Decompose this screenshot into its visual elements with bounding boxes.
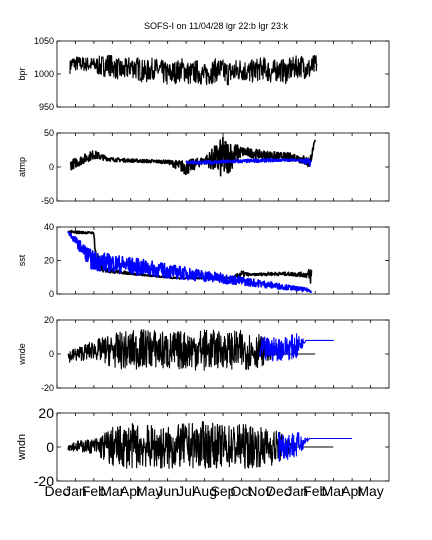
x-tick-label: May [357, 483, 383, 499]
y-tick-label-sst: 40 [44, 222, 54, 232]
y-tick-label-wndn: 0 [46, 439, 54, 455]
y-tick-label-wndn: -20 [34, 473, 54, 489]
x-tick-label: Jan [285, 483, 308, 499]
y-tick-label-wnde: -20 [41, 383, 54, 393]
x-tick-label: Mar [322, 483, 346, 499]
y-tick-label-atmp: 50 [44, 128, 54, 138]
y-tick-label-wnde: 20 [44, 315, 54, 325]
y-axis-label-sst: sst [17, 254, 27, 266]
x-tick-label: Aug [192, 483, 217, 499]
x-tick-label: Jan [64, 483, 87, 499]
series-atmp-1 [69, 136, 316, 177]
y-axis-label-bpr: bpr [17, 67, 27, 80]
x-tick-label: Apr [120, 483, 142, 499]
x-tick-label: Mar [100, 483, 124, 499]
y-axis-label-wnde: wnde [17, 343, 27, 366]
series-wndn-2 [277, 431, 353, 461]
y-tick-label-atmp: 0 [49, 162, 54, 172]
chart-title: SOFS-I on 11/04/28 lgr 22:b lgr 23:k [144, 21, 288, 31]
x-tick-label: Oct [231, 483, 253, 499]
x-tick-label: Jul [177, 483, 195, 499]
axes-frame-bpr [56, 40, 390, 108]
series-wnde-2 [259, 333, 334, 362]
series-sst-2 [67, 231, 313, 293]
y-tick-label-sst: 0 [49, 289, 54, 299]
x-tick-label: Feb [82, 483, 106, 499]
x-tick-label: May [136, 483, 162, 499]
y-tick-label-bpr: 950 [39, 102, 54, 112]
x-tick-label: Sep [211, 483, 236, 499]
x-tick-label: Apr [341, 483, 363, 499]
x-tick-label: Feb [303, 483, 327, 499]
x-tick-label: Jun [156, 483, 179, 499]
series-bpr-1 [69, 54, 318, 86]
y-tick-label-atmp: -50 [41, 196, 54, 206]
y-tick-label-wndn: 20 [38, 405, 54, 421]
y-axis-label-atmp: atmp [17, 157, 27, 177]
series-atmp-2 [185, 158, 313, 167]
y-tick-label-bpr: 1050 [34, 36, 54, 46]
y-tick-label-wnde: 0 [49, 349, 54, 359]
x-tick-label: Dec [45, 483, 70, 499]
y-tick-label-sst: 20 [44, 256, 54, 266]
y-axis-label-wndn: wndn [16, 434, 28, 461]
y-tick-label-bpr: 1000 [34, 69, 54, 79]
x-tick-label: Dec [266, 483, 291, 499]
x-tick-label: Nov [247, 483, 272, 499]
